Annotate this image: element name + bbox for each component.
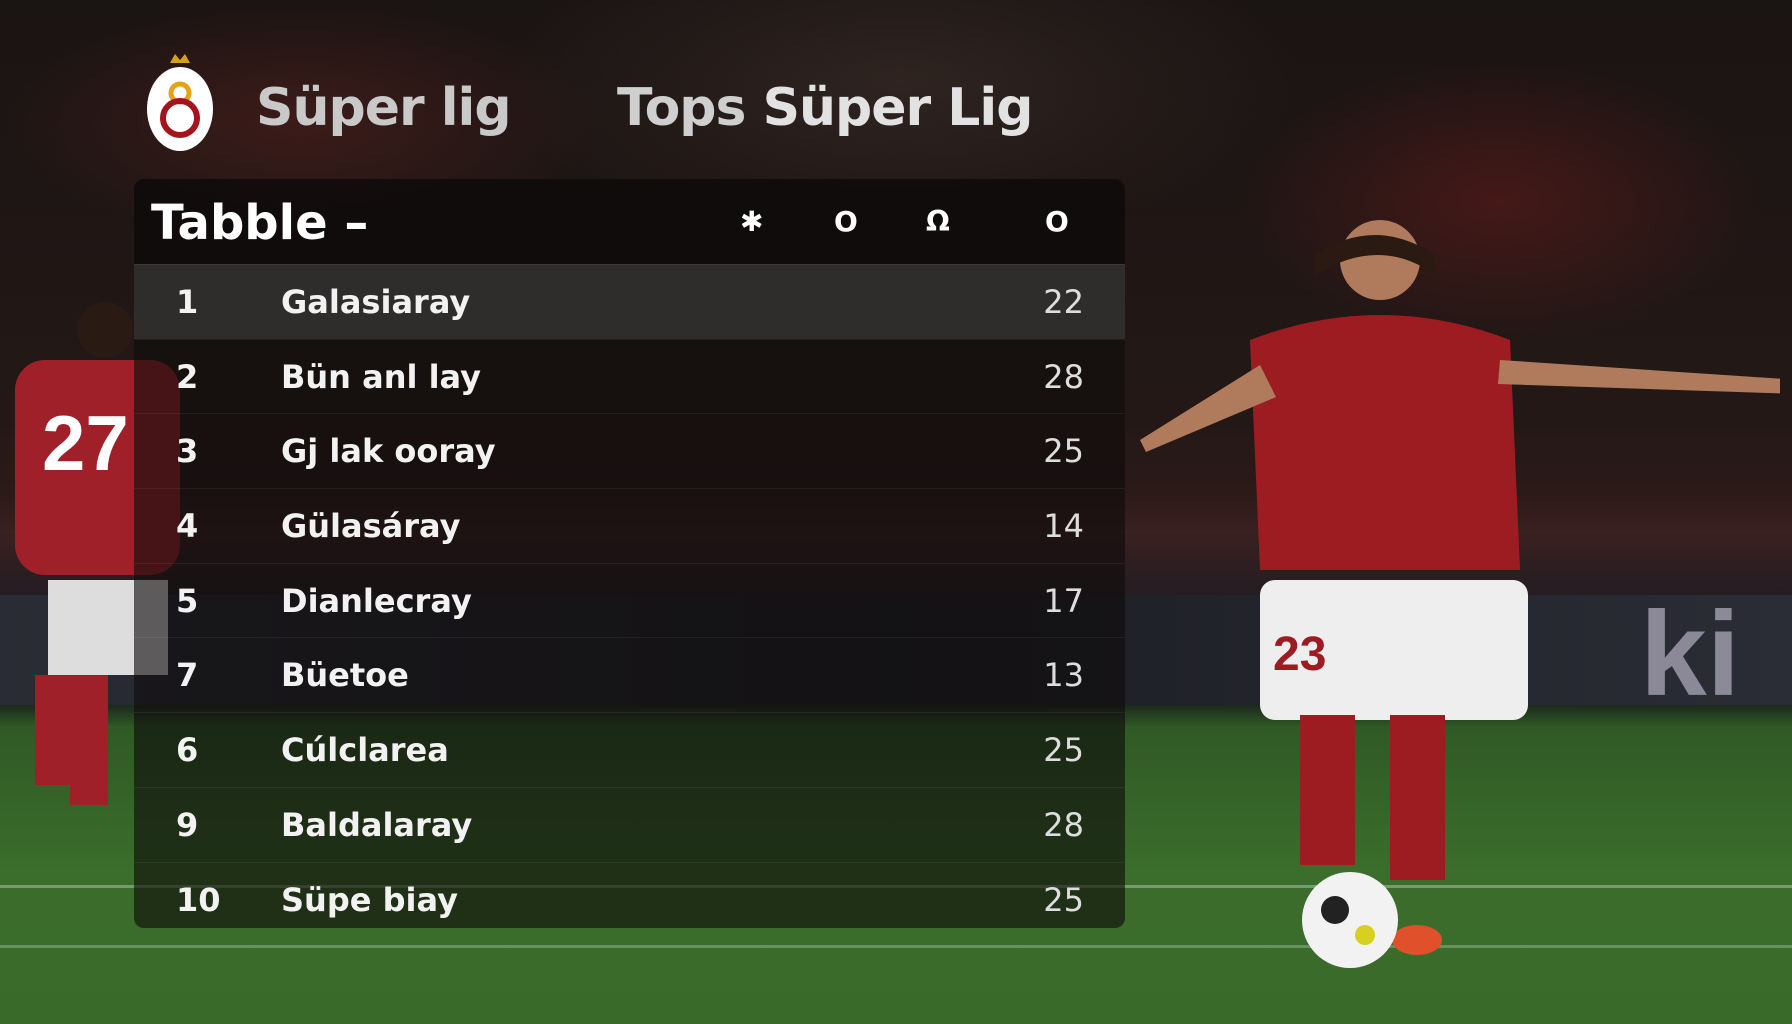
circle-icon[interactable]: O [834,205,858,238]
rank: 5 [176,581,199,620]
team-name: Baldalaray [281,805,473,844]
team-name: Süpe biay [281,880,458,919]
points: 25 [1043,432,1084,471]
team-name: Bün anl lay [281,357,482,396]
table-row[interactable]: 5 Dianlecray 17 [134,562,1125,638]
omega-icon[interactable]: Ω [926,205,950,238]
rank: 4 [176,507,199,546]
team-name: Büetoe [281,656,409,695]
team-name: Cúlclarea [281,731,449,770]
table-row[interactable]: 9 Baldalaray 28 [134,786,1125,862]
points: 13 [1043,656,1084,695]
points: 14 [1043,507,1084,546]
points: 28 [1043,357,1084,396]
rank: 7 [176,656,199,695]
table-header: Tabble – ✱ O Ω O [134,179,1125,264]
page-title: Tops Süper Lig [617,78,1034,138]
galatasaray-logo [147,54,213,151]
rank: 6 [176,731,199,770]
standings-table: Tabble – ✱ O Ω O 1 Galasiaray 22 2 Bün an… [134,179,1125,928]
table-row[interactable]: 3 Gj lak ooray 25 [134,413,1125,488]
table-row[interactable]: 2 Bün anl lay 28 [134,338,1125,414]
table-row[interactable]: 7 Büetoe 13 [134,637,1125,712]
points: 25 [1043,880,1084,919]
rank: 2 [176,357,199,396]
left-player-number: 27 [42,399,129,487]
pitch-line [0,945,1792,948]
points: 17 [1043,581,1084,620]
points: 22 [1043,283,1084,321]
rank: 9 [176,805,199,844]
team-name: Galasiaray [281,283,471,321]
table-row[interactable]: 10 Süpe biay 25 [134,861,1125,929]
rank: 3 [176,432,199,471]
team-name: Dianlecray [281,581,472,620]
league-title: Süper lig [256,78,512,138]
title-main: Süper Lig [762,78,1034,138]
points: 25 [1043,731,1084,770]
title-prefix: Tops [617,78,746,138]
rank: 1 [176,283,199,321]
rank: 10 [176,880,221,919]
ad-board-text: ki [1640,587,1741,721]
team-name: Gj lak ooray [281,432,496,471]
table-row[interactable]: 1 Galasiaray 22 [134,264,1125,339]
asterisk-icon[interactable]: ✱ [740,205,764,238]
table-title: Tabble – [151,195,369,251]
right-player: 23 [1140,220,1780,968]
right-player-number: 23 [1273,628,1326,681]
circle-outline-icon[interactable]: O [1045,205,1069,238]
table-row[interactable]: 4 Gülasáray 14 [134,488,1125,563]
team-name: Gülasáray [281,507,461,546]
table-row[interactable]: 6 Cúlclarea 25 [134,712,1125,787]
points: 28 [1043,805,1084,844]
